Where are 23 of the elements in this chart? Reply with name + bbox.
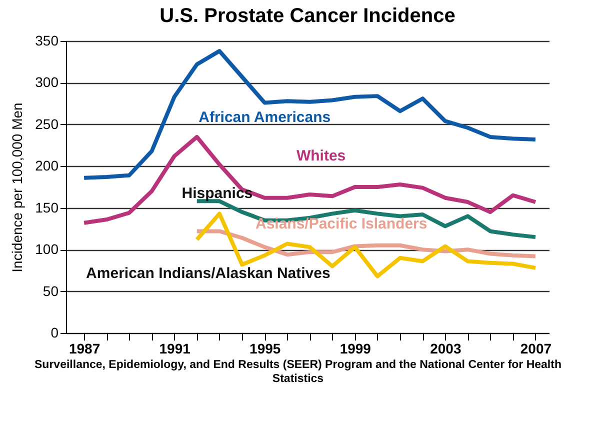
series-label: Asians/Pacific Islanders bbox=[255, 216, 428, 233]
y-tick-label: 100 bbox=[35, 241, 59, 258]
chart-title: U.S. Prostate Cancer Incidence bbox=[160, 5, 456, 27]
y-tick-label: 250 bbox=[35, 116, 59, 132]
y-tick-label: 150 bbox=[35, 199, 59, 216]
line-series bbox=[82, 49, 538, 180]
series-label: Whites bbox=[296, 147, 346, 164]
y-tick-label: 200 bbox=[35, 158, 59, 174]
series-label: African Americans bbox=[198, 108, 331, 126]
series-label: Hispanics bbox=[182, 184, 253, 202]
y-tick-label: 0 bbox=[50, 324, 59, 340]
y-tick-label: 300 bbox=[35, 74, 59, 90]
series-label: American Indians/Alaskan Natives bbox=[86, 264, 330, 282]
x-tick-label: 1987 bbox=[68, 340, 100, 356]
y-tick-label: 350 bbox=[35, 32, 59, 48]
x-tick-label: 2007 bbox=[520, 340, 552, 356]
y-axis-title: Incidence per 100,000 Men bbox=[9, 102, 26, 272]
x-tick-label: 2003 bbox=[430, 340, 462, 356]
y-tick-label: 50 bbox=[42, 282, 59, 299]
text: Surveillance, Epidemiology, and End Results (SEER) Program and the National Center for Health Statistics bbox=[34, 358, 562, 386]
x-tick-label: 1995 bbox=[250, 340, 281, 356]
x-tick-label: 1999 bbox=[340, 340, 372, 356]
x-tick-label: 1991 bbox=[159, 340, 191, 356]
